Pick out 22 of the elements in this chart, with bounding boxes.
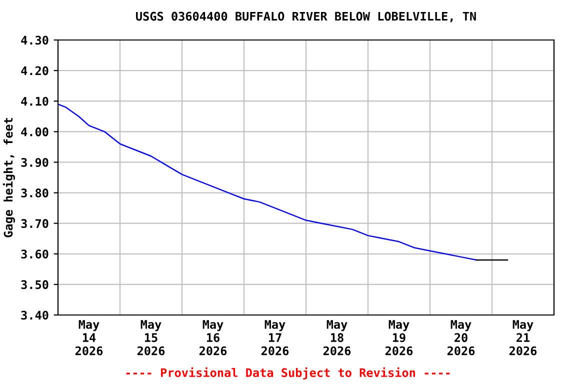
x-tick-label: May 17 2026 <box>261 320 289 356</box>
y-axis-title: Gage height, feet <box>2 118 15 238</box>
y-tick-label: 3.90 <box>21 158 48 167</box>
x-tick-label: May 19 2026 <box>385 320 413 356</box>
x-tick-label: May 15 2026 <box>137 320 165 356</box>
y-tick-label: 4.20 <box>21 66 48 76</box>
y-tick-label: 3.70 <box>21 219 48 228</box>
x-tick-label: May 14 2026 <box>75 320 103 356</box>
chart-title: USGS 03604400 BUFFALO RIVER BELOW LOBELVILLE, TN <box>136 12 476 22</box>
x-tick-label: May 16 2026 <box>199 320 227 356</box>
x-tick-label: May 18 2026 <box>323 320 351 356</box>
y-tick-label: 4.10 <box>21 96 48 106</box>
y-tick-label: 3.50 <box>21 280 48 290</box>
x-tick-label: May 21 2026 <box>509 320 537 356</box>
y-tick-label: 4.00 <box>21 127 48 136</box>
x-tick-label: May 20 2026 <box>447 320 475 356</box>
y-tick-label: 3.80 <box>21 188 48 198</box>
y-tick-label: 4.30 <box>21 36 48 45</box>
text: ---- Provisional Data Subject to Revision ---- <box>126 367 450 380</box>
y-tick-label: 3.60 <box>21 250 48 259</box>
line-series <box>58 104 478 261</box>
y-tick-label: 3.40 <box>21 310 48 320</box>
